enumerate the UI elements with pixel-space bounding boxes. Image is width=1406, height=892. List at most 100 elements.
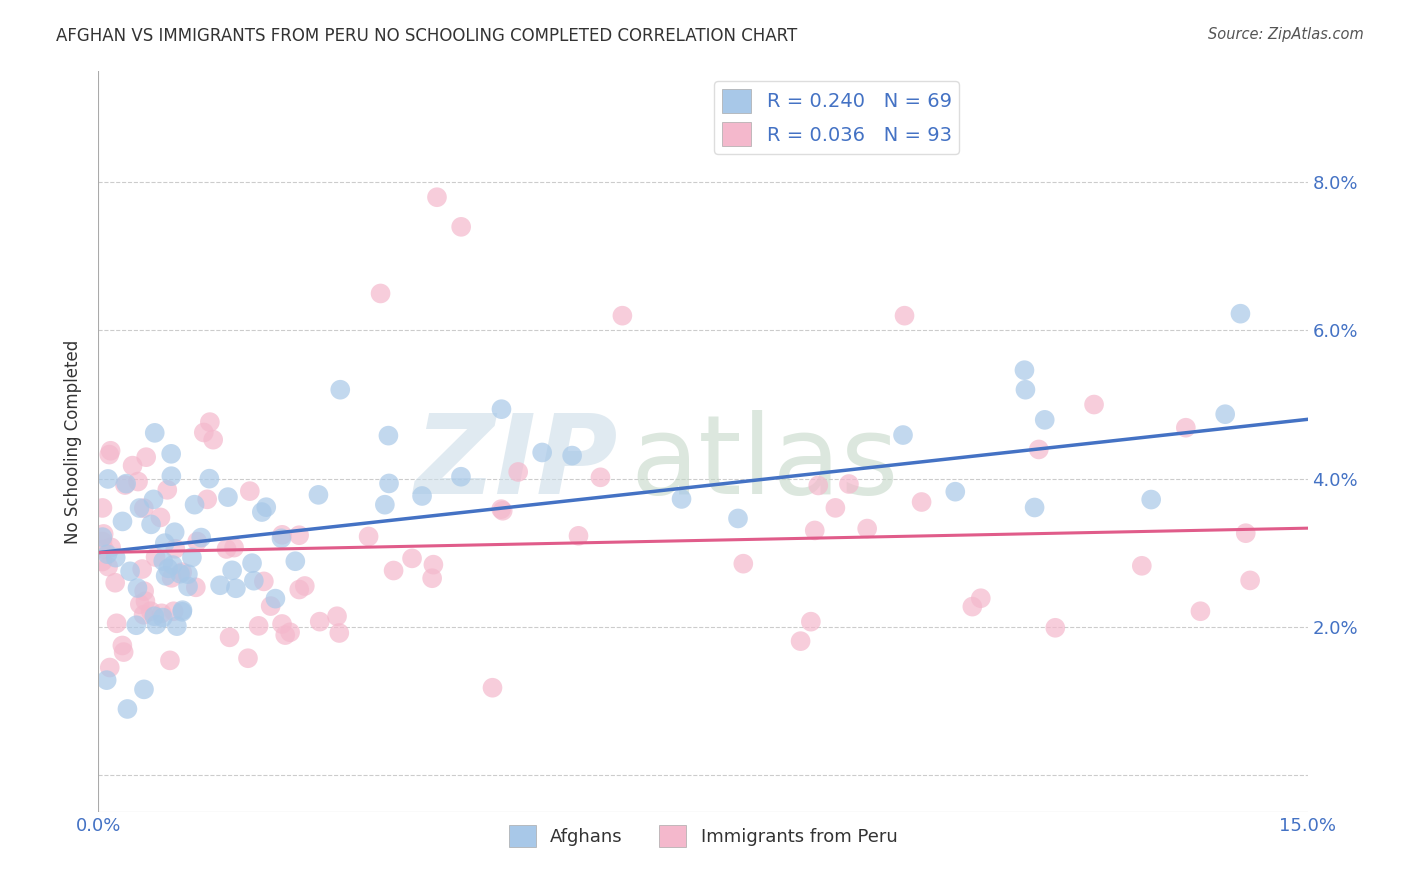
Point (97, 559, 120, 574)
Point (120, 564, 142, 578)
Point (172, 605, 194, 619)
Point (104, 550, 127, 565)
Point (155, 569, 177, 583)
Point (91, 534, 114, 549)
Point (159, 653, 181, 667)
Point (1229, 307, 1251, 321)
Point (111, 639, 134, 653)
Point (800, 615, 823, 629)
Point (98, 448, 121, 462)
Point (270, 531, 292, 545)
Point (127, 475, 149, 489)
Point (1014, 363, 1036, 377)
Point (271, 617, 294, 632)
Point (91, 500, 114, 515)
Point (198, 472, 221, 486)
Point (247, 619, 270, 633)
Point (508, 465, 530, 479)
Point (125, 618, 148, 632)
Point (326, 609, 349, 624)
Point (190, 531, 212, 545)
Legend: Afghans, Immigrants from Peru: Afghans, Immigrants from Peru (502, 818, 904, 855)
Point (1239, 574, 1261, 588)
Point (143, 425, 166, 440)
Point (217, 490, 239, 504)
Point (271, 528, 294, 542)
Point (561, 449, 583, 463)
Point (97, 472, 120, 486)
Point (202, 433, 225, 447)
Point (209, 578, 232, 592)
Point (328, 626, 350, 640)
Point (374, 498, 396, 512)
Point (370, 286, 392, 301)
Point (278, 625, 301, 640)
Point (100, 541, 122, 555)
Point (222, 541, 245, 555)
Y-axis label: No Schooling Completed: No Schooling Completed (65, 340, 83, 543)
Point (357, 529, 380, 543)
Point (93, 542, 115, 557)
Point (181, 550, 204, 565)
Point (243, 574, 266, 588)
Point (172, 565, 194, 579)
Point (239, 484, 262, 499)
Point (254, 500, 277, 515)
Point (1174, 420, 1197, 434)
Point (121, 458, 143, 473)
Point (114, 478, 136, 492)
Point (162, 558, 184, 572)
Point (117, 702, 139, 716)
Point (134, 584, 156, 599)
Point (962, 599, 984, 614)
Point (1045, 621, 1067, 635)
Point (163, 604, 186, 618)
Point (420, 571, 443, 585)
Point (149, 510, 172, 524)
Point (1130, 558, 1153, 573)
Point (284, 554, 307, 568)
Point (264, 591, 287, 606)
Point (177, 567, 200, 582)
Point (236, 651, 259, 665)
Point (193, 425, 215, 440)
Point (172, 603, 194, 617)
Point (1028, 442, 1050, 457)
Point (807, 478, 830, 492)
Text: atlas: atlas (630, 410, 898, 517)
Point (100, 443, 122, 458)
Point (411, 489, 433, 503)
Point (671, 491, 693, 506)
Point (329, 383, 352, 397)
Text: ZIP: ZIP (415, 410, 619, 517)
Point (789, 634, 811, 648)
Point (1014, 383, 1036, 397)
Point (165, 541, 187, 556)
Point (970, 591, 993, 606)
Point (893, 309, 915, 323)
Point (943, 484, 966, 499)
Point (135, 450, 157, 465)
Point (1234, 526, 1257, 541)
Point (157, 561, 180, 575)
Point (186, 534, 208, 549)
Point (198, 415, 221, 429)
Point (91, 555, 114, 569)
Point (307, 488, 329, 502)
Point (93, 527, 115, 541)
Point (160, 469, 183, 483)
Point (891, 428, 914, 442)
Point (225, 582, 247, 596)
Point (612, 309, 634, 323)
Point (105, 616, 128, 631)
Point (450, 469, 472, 483)
Point (195, 492, 218, 507)
Point (294, 579, 316, 593)
Point (377, 428, 399, 442)
Point (378, 476, 401, 491)
Point (177, 579, 200, 593)
Point (134, 594, 156, 608)
Point (163, 525, 186, 540)
Point (142, 492, 165, 507)
Point (856, 522, 879, 536)
